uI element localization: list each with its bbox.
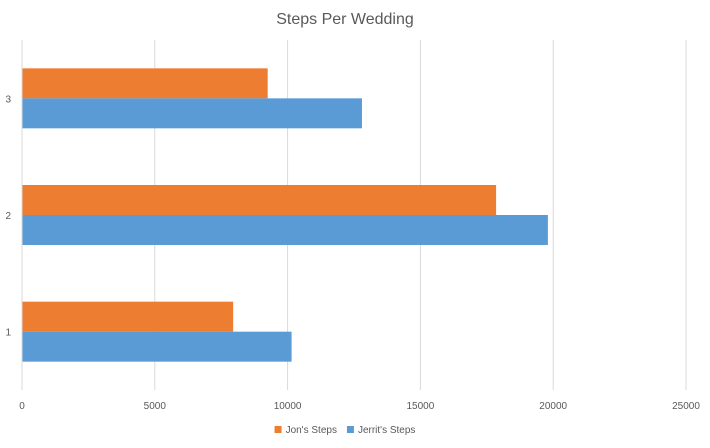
y-tick-label: 2 (5, 211, 11, 222)
legend-label: Jon's Steps (286, 425, 337, 436)
x-tick-label: 15000 (406, 401, 434, 412)
y-tick-label: 3 (5, 94, 11, 105)
chart-title: Steps Per Wedding (276, 11, 414, 28)
bar-jerrit-s-steps-1 (22, 331, 292, 362)
axes: 0 5000 10000 15000 20000 25000 1 2 3 (5, 40, 700, 412)
legend-label: Jerrit's Steps (358, 425, 415, 436)
legend-swatch (274, 426, 282, 433)
bar-jon-s-steps-2 (22, 185, 497, 215)
legend-swatch (346, 426, 354, 433)
bar-jerrit-s-steps-2 (22, 215, 548, 245)
y-tick-label: 1 (5, 328, 11, 339)
bars (22, 68, 548, 362)
x-tick-label: 0 (19, 401, 25, 412)
legend: Jon's Steps Jerrit's Steps (274, 425, 415, 436)
x-tick-label: 5000 (144, 401, 167, 412)
x-tick-label: 10000 (274, 401, 302, 412)
bar-jon-s-steps-3 (22, 68, 268, 99)
bar-jerrit-s-steps-3 (22, 98, 362, 129)
x-tick-label: 25000 (672, 401, 700, 412)
x-tick-label: 20000 (539, 401, 567, 412)
bar-jon-s-steps-1 (22, 301, 234, 332)
